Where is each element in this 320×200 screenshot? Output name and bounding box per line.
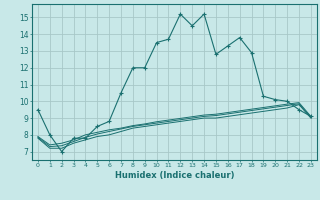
X-axis label: Humidex (Indice chaleur): Humidex (Indice chaleur) <box>115 171 234 180</box>
